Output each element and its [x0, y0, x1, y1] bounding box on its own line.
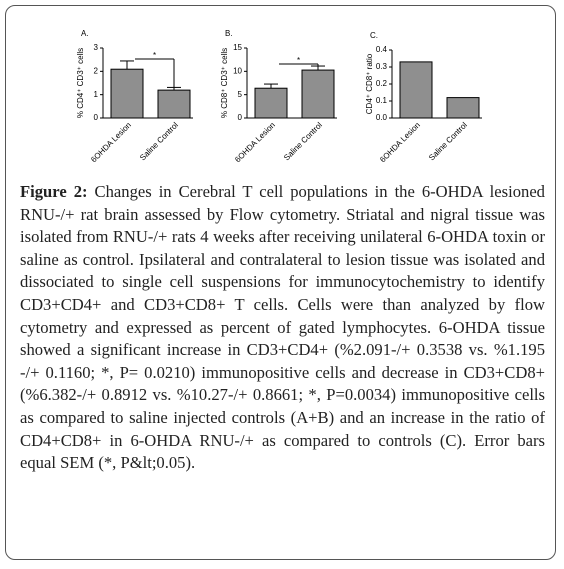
y-tick-label: 0.0: [376, 113, 388, 122]
y-tick-label: 5: [238, 90, 243, 99]
x-tick-label: Saline Control: [138, 120, 180, 162]
caption-label: Figure 2:: [20, 182, 88, 201]
y-axis-label: CD4⁺ CD8⁺ ratio: [365, 53, 374, 114]
y-tick-label: 0: [94, 113, 99, 122]
x-tick-label: Saline Control: [282, 120, 324, 162]
caption-text: Changes in Cerebral T cell populations i…: [20, 182, 545, 473]
panel-title: C.: [370, 31, 378, 40]
y-tick-label: 0: [238, 113, 243, 122]
bar: [399, 61, 433, 119]
y-tick-label: 0.1: [376, 96, 388, 105]
panel-title: B.: [225, 29, 233, 38]
figure-frame: [5, 5, 556, 560]
x-tick-label: 6OHDA Lesion: [89, 121, 133, 165]
bar: [254, 87, 288, 119]
y-axis-label: % CD4⁺ CD3⁺ cells: [76, 48, 85, 118]
y-tick-label: 10: [233, 66, 242, 75]
y-tick-label: 1: [94, 90, 99, 99]
x-tick-label: 6OHDA Lesion: [233, 121, 277, 165]
significance-label: *: [297, 56, 300, 65]
x-tick-label: Saline Control: [427, 120, 469, 162]
x-tick-label: 6OHDA Lesion: [378, 121, 422, 165]
bar: [110, 68, 144, 119]
caption: Figure 2: Changes in Cerebral T cell pop…: [20, 181, 545, 475]
significance-label: *: [153, 51, 156, 60]
y-tick-label: 0.4: [376, 45, 388, 54]
y-tick-label: 3: [94, 43, 99, 52]
y-tick-label: 0.2: [376, 79, 388, 88]
y-tick-label: 2: [94, 66, 99, 75]
y-tick-label: 15: [233, 43, 242, 52]
bar: [301, 69, 335, 119]
bar: [446, 97, 480, 119]
y-tick-label: 0.3: [376, 62, 388, 71]
panel-title: A.: [81, 29, 89, 38]
bar: [157, 89, 191, 119]
y-axis-label: % CD8⁺ CD3⁺ cells: [220, 48, 229, 118]
